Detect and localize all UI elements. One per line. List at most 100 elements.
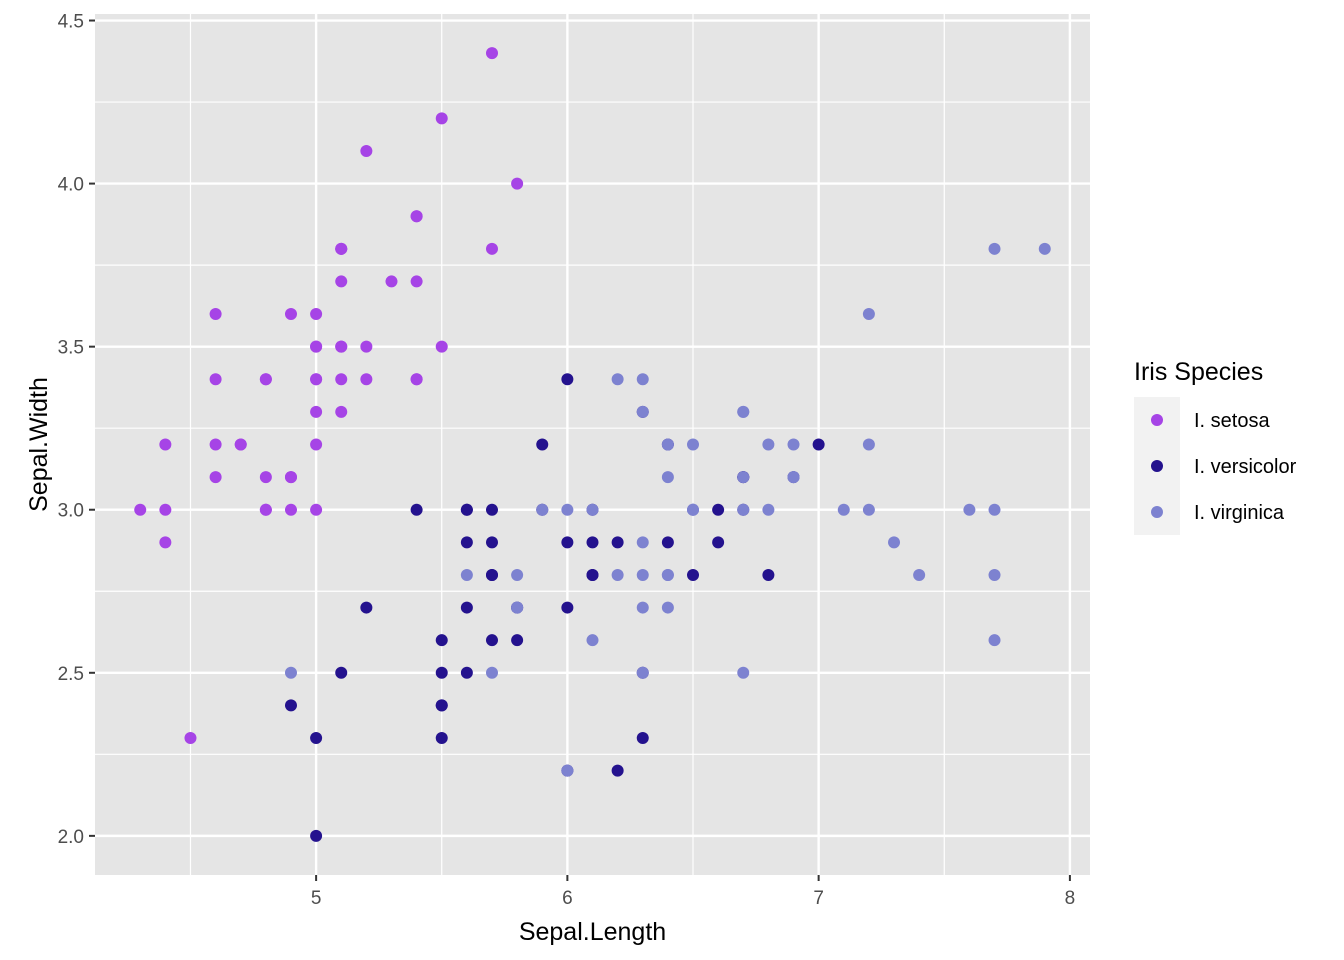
- data-point: [435, 699, 448, 712]
- data-point: [913, 568, 926, 581]
- data-point: [485, 242, 498, 255]
- data-point: [284, 503, 297, 516]
- legend-title: Iris Species: [1134, 358, 1263, 386]
- data-point: [611, 536, 624, 549]
- series-1: [134, 47, 524, 745]
- y-tick-label: 2.0: [58, 827, 84, 848]
- x-tick-label: 6: [562, 888, 573, 909]
- data-point: [360, 144, 373, 157]
- data-point: [1038, 242, 1051, 255]
- data-point: [636, 601, 649, 614]
- data-point: [586, 568, 599, 581]
- data-point: [561, 764, 574, 777]
- data-point: [636, 405, 649, 418]
- data-point: [586, 634, 599, 647]
- data-point: [485, 503, 498, 516]
- data-point: [310, 503, 323, 516]
- data-point: [159, 503, 172, 516]
- data-point: [360, 373, 373, 386]
- data-point: [485, 568, 498, 581]
- data-point: [284, 471, 297, 484]
- data-point: [687, 438, 700, 451]
- data-point: [536, 438, 549, 451]
- data-point: [335, 405, 348, 418]
- y-tick-label: 3.0: [58, 501, 84, 522]
- y-tick-label: 4.0: [58, 175, 84, 196]
- data-point: [460, 536, 473, 549]
- data-point: [988, 503, 1001, 516]
- data-point: [687, 568, 700, 581]
- data-point: [310, 829, 323, 842]
- data-point: [435, 666, 448, 679]
- data-point: [837, 503, 850, 516]
- data-point: [611, 568, 624, 581]
- data-point: [737, 666, 750, 679]
- y-tick-label: 2.5: [58, 664, 84, 685]
- data-point: [360, 601, 373, 614]
- data-point: [284, 308, 297, 321]
- data-point: [762, 568, 775, 581]
- data-point: [561, 601, 574, 614]
- data-point: [360, 340, 373, 353]
- data-point: [335, 666, 348, 679]
- data-point: [787, 471, 800, 484]
- data-point: [511, 634, 524, 647]
- x-axis-title: Sepal.Length: [519, 918, 666, 946]
- data-point: [511, 177, 524, 190]
- data-point: [636, 666, 649, 679]
- data-point: [134, 503, 147, 516]
- data-point: [485, 634, 498, 647]
- data-point: [661, 601, 674, 614]
- data-point: [586, 503, 599, 516]
- y-tick-label: 4.5: [58, 12, 84, 33]
- data-point: [410, 503, 423, 516]
- data-point: [435, 634, 448, 647]
- plot-panel: [95, 14, 1090, 875]
- data-point: [410, 210, 423, 223]
- data-point: [611, 373, 624, 386]
- data-point: [184, 732, 197, 745]
- data-point: [636, 536, 649, 549]
- data-point: [712, 503, 725, 516]
- data-point: [385, 275, 398, 288]
- data-point: [737, 503, 750, 516]
- data-point: [762, 503, 775, 516]
- data-point: [259, 471, 272, 484]
- data-point: [561, 536, 574, 549]
- x-tick-label: 5: [311, 888, 322, 909]
- data-point: [460, 601, 473, 614]
- data-point: [485, 666, 498, 679]
- data-point: [460, 503, 473, 516]
- data-point: [988, 568, 1001, 581]
- data-point: [636, 373, 649, 386]
- data-point: [310, 373, 323, 386]
- data-point: [209, 471, 222, 484]
- data-point: [410, 373, 423, 386]
- data-point: [435, 112, 448, 125]
- data-point: [661, 471, 674, 484]
- data-point: [209, 438, 222, 451]
- data-point: [561, 373, 574, 386]
- data-point: [561, 503, 574, 516]
- data-point: [335, 275, 348, 288]
- legend-key: [1151, 460, 1163, 472]
- data-point: [862, 503, 875, 516]
- data-point: [310, 405, 323, 418]
- data-point: [335, 340, 348, 353]
- data-point: [234, 438, 247, 451]
- data-point: [737, 471, 750, 484]
- data-point: [888, 536, 901, 549]
- data-point: [511, 601, 524, 614]
- data-point: [762, 438, 775, 451]
- legend-label: I. virginica: [1194, 502, 1285, 524]
- legend: Iris Species I. setosa I. versicolor I. vir…: [1134, 358, 1297, 535]
- data-point: [862, 438, 875, 451]
- y-tick-label: 3.5: [58, 338, 84, 359]
- data-point: [712, 536, 725, 549]
- data-point: [435, 732, 448, 745]
- data-point: [737, 405, 750, 418]
- data-point: [159, 536, 172, 549]
- series-3: [284, 242, 1051, 777]
- legend-key: [1151, 506, 1163, 518]
